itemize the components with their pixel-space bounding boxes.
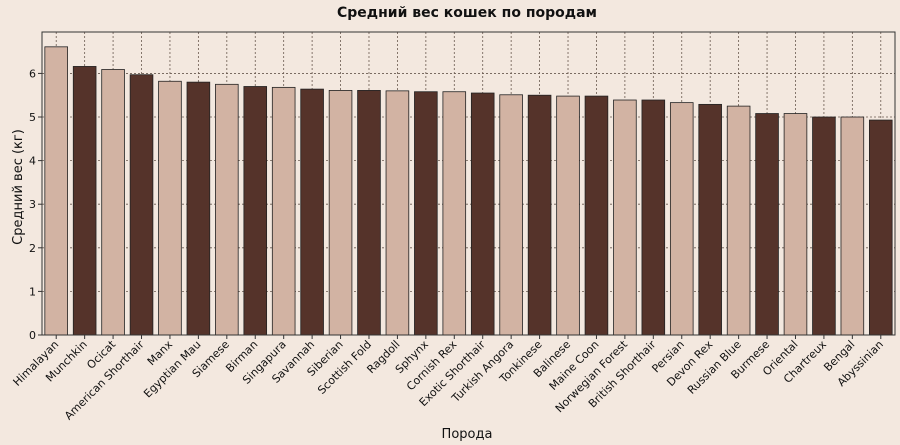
bar-exotic-shorthair (470, 92, 495, 336)
bar-munchkin (72, 66, 97, 336)
bar-russian-blue (726, 105, 751, 336)
y-tick-label: 6 (29, 67, 36, 80)
bar-sphynx (414, 91, 438, 336)
bar-burmese (755, 113, 779, 336)
y-tick-label: 5 (29, 111, 36, 124)
bar-ragdoll (385, 90, 410, 336)
bar-siberian (328, 90, 353, 336)
bar-bengal (840, 116, 865, 336)
bar-tonkinese (527, 94, 552, 336)
bar-chartreux (812, 116, 836, 336)
bar-singapura (271, 86, 296, 336)
bar-turkish-angora (499, 94, 523, 336)
bar-scottish-fold (357, 90, 381, 336)
bar-egyptian-mau (186, 81, 211, 336)
bar-ocicat (101, 69, 125, 336)
x-axis-label: Порода (442, 427, 493, 442)
bar-persian (669, 102, 694, 336)
bar-savannah (300, 88, 324, 336)
bar-norwegian-forest (613, 99, 637, 336)
bars (44, 46, 893, 336)
y-tick-label: 4 (29, 155, 36, 168)
y-axis-label: Средний вес (кг) (11, 129, 26, 245)
y-tick-label: 3 (29, 198, 36, 211)
bar-abyssinian (869, 119, 893, 336)
y-axis-ticks: 0 1 2 3 4 5 6 (29, 67, 42, 342)
plot-frame (41, 31, 896, 336)
bar-manx (158, 80, 182, 336)
y-tick-label: 2 (29, 242, 36, 255)
y-tick-label: 1 (29, 285, 36, 298)
bar-british-shorthair (641, 99, 666, 336)
bar-himalayan (44, 46, 68, 336)
y-tick-label: 0 (29, 329, 36, 342)
bar-cornish-rex (442, 91, 467, 336)
bar-devon-rex (698, 103, 722, 336)
bar-balinese (556, 95, 580, 336)
bar-birman (243, 86, 268, 336)
bar-american-shorthair (129, 74, 154, 336)
chart-title: Средний вес кошек по породам (337, 5, 597, 21)
bar-maine-coon (584, 95, 609, 336)
bar-siamese (215, 83, 239, 336)
bar-oriental (783, 113, 808, 336)
